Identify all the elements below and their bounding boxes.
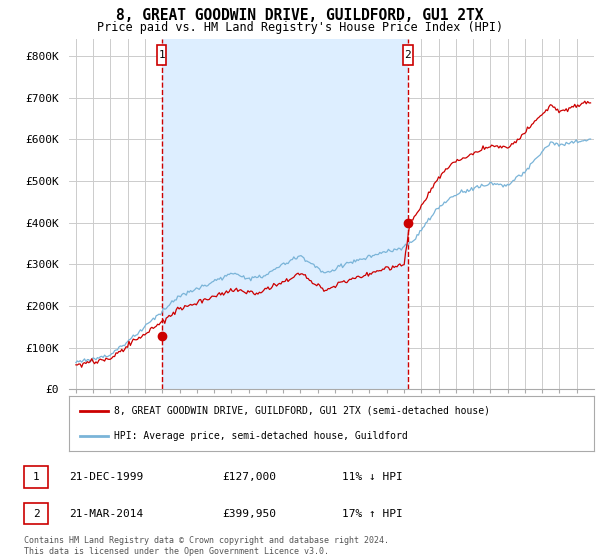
Text: 1: 1 (158, 50, 165, 60)
Text: Price paid vs. HM Land Registry's House Price Index (HPI): Price paid vs. HM Land Registry's House … (97, 21, 503, 34)
Text: £127,000: £127,000 (222, 472, 276, 482)
Text: Contains HM Land Registry data © Crown copyright and database right 2024.
This d: Contains HM Land Registry data © Crown c… (24, 536, 389, 556)
Text: 21-DEC-1999: 21-DEC-1999 (69, 472, 143, 482)
FancyBboxPatch shape (403, 45, 413, 65)
Text: 21-MAR-2014: 21-MAR-2014 (69, 508, 143, 519)
Text: 8, GREAT GOODWIN DRIVE, GUILDFORD, GU1 2TX: 8, GREAT GOODWIN DRIVE, GUILDFORD, GU1 2… (116, 8, 484, 24)
Text: 11% ↓ HPI: 11% ↓ HPI (342, 472, 403, 482)
Text: £399,950: £399,950 (222, 508, 276, 519)
Text: 2: 2 (32, 508, 40, 519)
Text: 1: 1 (32, 472, 40, 482)
Bar (162, 39, 408, 389)
Text: HPI: Average price, semi-detached house, Guildford: HPI: Average price, semi-detached house,… (113, 431, 407, 441)
Text: 8, GREAT GOODWIN DRIVE, GUILDFORD, GU1 2TX (semi-detached house): 8, GREAT GOODWIN DRIVE, GUILDFORD, GU1 2… (113, 406, 490, 416)
Text: 2: 2 (404, 50, 411, 60)
FancyBboxPatch shape (157, 45, 166, 65)
Text: 17% ↑ HPI: 17% ↑ HPI (342, 508, 403, 519)
